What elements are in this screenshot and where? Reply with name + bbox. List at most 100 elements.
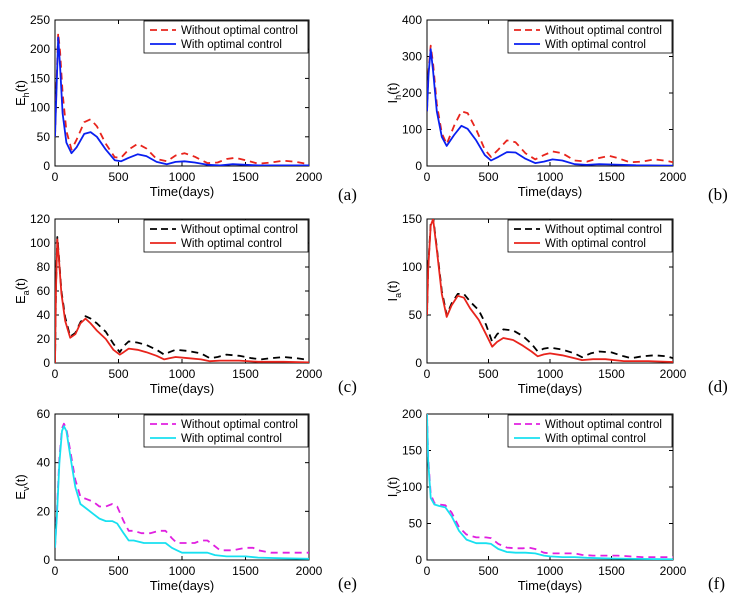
series-line-with-control: [427, 48, 673, 166]
panel-tag: (d): [708, 377, 728, 396]
x-tick-label: 1000: [169, 170, 196, 184]
y-tick-label: 0: [415, 159, 422, 173]
x-tick-label: 1000: [537, 367, 564, 381]
y-tick-label: 100: [30, 236, 50, 250]
x-tick-label: 2000: [296, 367, 323, 381]
y-tick-label: 250: [30, 13, 50, 27]
legend-label-without-control: Without optimal control: [181, 419, 298, 431]
y-label-sub: v: [21, 486, 31, 491]
y-tick-label: 50: [409, 308, 423, 322]
y-axis-label: Eh(t): [13, 80, 31, 106]
y-tick-label: 0: [415, 356, 422, 370]
y-tick-label: 60: [37, 284, 51, 298]
x-tick-label: 1500: [598, 170, 625, 184]
y-tick-label: 300: [402, 50, 422, 64]
legend-label-with-control: With optimal control: [545, 238, 646, 250]
x-axis-label: Time(days): [150, 578, 215, 593]
y-tick-label: 50: [409, 517, 423, 531]
series-line-without-control: [427, 414, 673, 558]
y-tick-label: 200: [402, 407, 422, 421]
y-tick-label: 80: [37, 260, 51, 274]
y-label-tail: (t): [13, 474, 28, 486]
y-tick-label: 150: [402, 444, 422, 458]
panel-tag: (a): [338, 185, 357, 204]
panel-tag: (f): [708, 574, 725, 593]
panel-tag: (e): [338, 574, 357, 593]
legend-box: [143, 20, 309, 54]
y-tick-label: 100: [30, 101, 50, 115]
y-axis-label: Iv(t): [385, 477, 403, 497]
x-tick-label: 1500: [232, 564, 259, 578]
x-tick-label: 1000: [537, 564, 564, 578]
x-tick-label: 2000: [296, 170, 323, 184]
y-label-main: E: [13, 295, 28, 304]
x-axis-label: Time(days): [518, 381, 583, 396]
x-tick-label: 2000: [296, 564, 323, 578]
y-tick-label: 20: [37, 332, 51, 346]
x-tick-label: 500: [478, 564, 498, 578]
y-tick-label: 100: [402, 123, 422, 137]
y-label-main: I: [385, 100, 400, 104]
legend-label-without-control: Without optimal control: [545, 25, 662, 37]
y-tick-label: 0: [43, 553, 50, 567]
x-tick-label: 1500: [232, 170, 259, 184]
chart-panel-1: 0 500 1000 1500 2000 0 50 100 150 200 250 Time(days…: [13, 13, 357, 204]
x-tick-label: 1500: [598, 564, 625, 578]
y-label-tail: (t): [13, 80, 28, 92]
y-label-main: E: [13, 491, 28, 500]
legend-label-with-control: With optimal control: [181, 433, 282, 445]
legend-box: [143, 219, 309, 253]
y-label-sub: a: [21, 290, 31, 295]
series-line-without-control: [55, 422, 309, 554]
y-tick-label: 400: [402, 13, 422, 27]
y-axis-label: Ia(t): [385, 281, 403, 302]
y-label-sub: a: [393, 293, 403, 298]
legend-label-without-control: Without optimal control: [181, 224, 298, 236]
x-tick-label: 0: [52, 170, 59, 184]
y-label-tail: (t): [385, 83, 400, 95]
y-tick-label: 40: [37, 456, 51, 470]
chart-panel-4: 0 500 1000 1500 2000 0 50 100 150 Time(days) Ia(t)…: [385, 212, 728, 396]
x-tick-label: 1500: [598, 367, 625, 381]
x-tick-label: 1000: [537, 170, 564, 184]
y-label-tail: (t): [13, 278, 28, 290]
x-tick-label: 0: [424, 564, 431, 578]
legend-label-with-control: With optimal control: [545, 433, 646, 445]
y-tick-label: 0: [415, 553, 422, 567]
x-tick-label: 500: [108, 170, 128, 184]
chart-panel-5: 0 500 1000 1500 2000 0 20 40 60 Time(days) Ev(t) Wi…: [13, 407, 357, 593]
legend-label-with-control: With optimal control: [181, 39, 282, 51]
x-tick-label: 1000: [169, 564, 196, 578]
y-tick-label: 50: [37, 130, 51, 144]
x-tick-label: 0: [424, 367, 431, 381]
y-tick-label: 0: [43, 159, 50, 173]
y-label-tail: (t): [385, 477, 400, 489]
y-label-sub: h: [21, 92, 31, 97]
y-tick-label: 100: [402, 260, 422, 274]
y-tick-label: 150: [30, 71, 50, 85]
x-tick-label: 0: [52, 564, 59, 578]
panel-tag: (b): [708, 185, 728, 204]
y-axis-label: Ev(t): [13, 474, 31, 499]
legend-label-with-control: With optimal control: [181, 238, 282, 250]
y-label-sub: v: [393, 489, 403, 494]
series-line-without-control: [55, 236, 309, 363]
y-axis-label: Ih(t): [385, 83, 403, 104]
y-tick-label: 60: [37, 407, 51, 421]
y-axis-label: Ea(t): [13, 278, 31, 304]
y-tick-label: 150: [402, 212, 422, 226]
legend-label-without-control: Without optimal control: [181, 25, 298, 37]
x-tick-label: 2000: [660, 564, 687, 578]
legend-box: [143, 414, 309, 448]
legend-label-with-control: With optimal control: [545, 39, 646, 51]
legend-label-without-control: Without optimal control: [545, 419, 662, 431]
series-line-with-control: [55, 425, 309, 560]
y-label-main: I: [385, 494, 400, 498]
series-line-with-control: [427, 219, 673, 363]
x-tick-label: 0: [424, 170, 431, 184]
x-tick-label: 500: [108, 367, 128, 381]
x-axis-label: Time(days): [150, 381, 215, 396]
x-tick-label: 2000: [660, 367, 687, 381]
y-tick-label: 120: [30, 212, 50, 226]
